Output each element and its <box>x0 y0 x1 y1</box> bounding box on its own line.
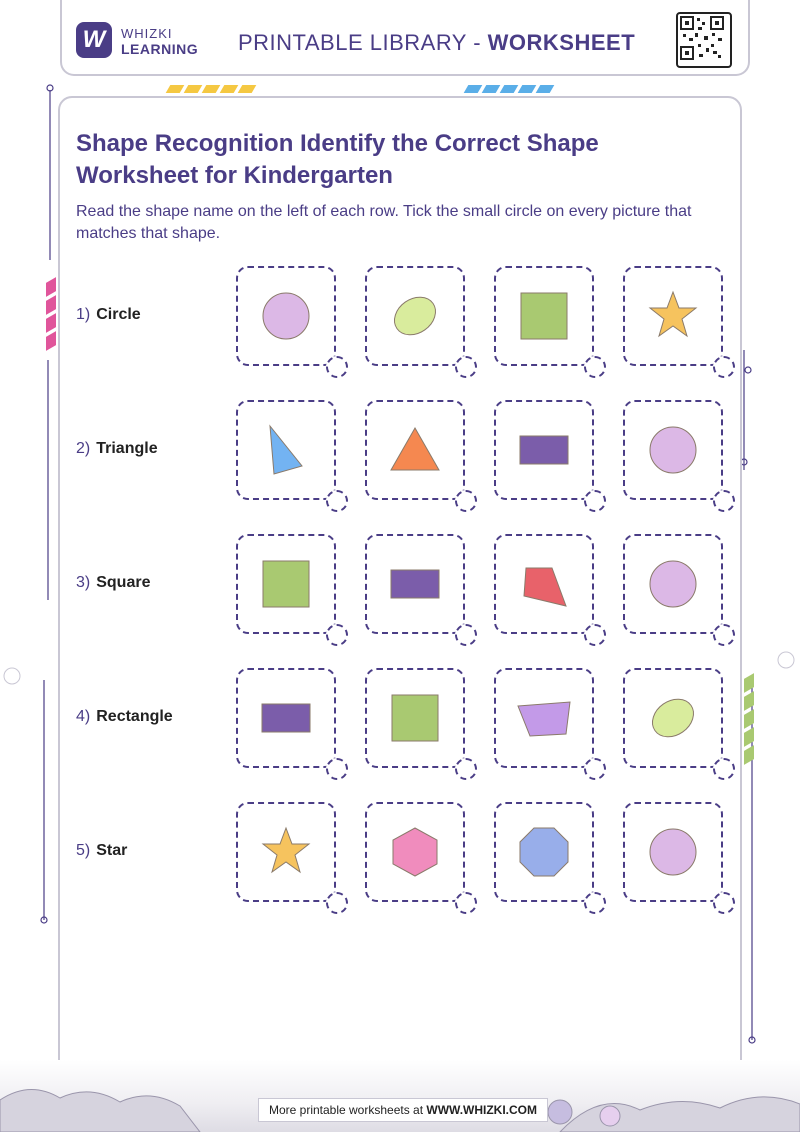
oval-icon <box>643 688 703 753</box>
hexagon-icon <box>385 822 445 887</box>
shape-option-card <box>494 400 594 500</box>
shape-option-card <box>494 668 594 768</box>
tick-circle[interactable] <box>455 892 477 914</box>
tick-circle[interactable] <box>584 892 606 914</box>
rectangle-icon <box>385 554 445 619</box>
circle-icon <box>643 822 703 887</box>
row-shape-name: Star <box>96 842 128 859</box>
tick-circle[interactable] <box>326 892 348 914</box>
library-heading: PRINTABLE LIBRARY - WORKSHEET <box>238 30 635 56</box>
pink-stripe-decoration <box>46 277 56 352</box>
row-shape-name: Square <box>96 574 151 591</box>
right-triangle-icon <box>256 420 316 485</box>
footer-prefix: More printable worksheets at <box>268 1103 427 1117</box>
shape-option-card <box>494 266 594 366</box>
shape-option-card <box>623 400 723 500</box>
tick-circle[interactable] <box>326 624 348 646</box>
shape-option-card <box>365 668 465 768</box>
shape-option-card <box>236 668 336 768</box>
shape-option-card <box>365 266 465 366</box>
qr-code-icon[interactable] <box>676 12 732 68</box>
shape-option-card <box>365 534 465 634</box>
blue-stripe-decoration <box>463 80 556 93</box>
circle-icon <box>643 554 703 619</box>
footer-site[interactable]: WWW.WHIZKI.COM <box>426 1103 538 1117</box>
tick-circle[interactable] <box>455 490 477 512</box>
star-icon <box>256 822 316 887</box>
tick-circle[interactable] <box>326 758 348 780</box>
worksheet-title: Shape Recognition Identify the Correct S… <box>76 130 599 189</box>
tick-circle[interactable] <box>326 490 348 512</box>
row-label: 4) Rectangle <box>76 708 173 726</box>
tick-circle[interactable] <box>713 624 735 646</box>
tick-circle[interactable] <box>584 758 606 780</box>
header-banner <box>60 0 750 76</box>
tick-circle[interactable] <box>713 490 735 512</box>
row-number: 3) <box>76 574 91 591</box>
shape-option-card <box>623 266 723 366</box>
row-shape-name: Triangle <box>96 440 158 457</box>
shape-option-card <box>623 534 723 634</box>
rectangle-icon <box>256 688 316 753</box>
shape-option-card <box>365 400 465 500</box>
tick-circle[interactable] <box>455 758 477 780</box>
square-icon <box>385 688 445 753</box>
quadrilateral-icon <box>514 554 574 619</box>
row-label: 1) Circle <box>76 306 141 324</box>
library-prefix: PRINTABLE LIBRARY - <box>238 30 488 55</box>
shape-option-card <box>365 802 465 902</box>
square-icon <box>256 554 316 619</box>
shape-option-card <box>236 534 336 634</box>
tick-circle[interactable] <box>713 758 735 780</box>
whizki-logo: W <box>76 22 112 58</box>
tick-circle[interactable] <box>326 356 348 378</box>
row-shape-name: Rectangle <box>96 708 173 725</box>
tick-circle[interactable] <box>584 624 606 646</box>
circle-icon <box>643 420 703 485</box>
tick-circle[interactable] <box>713 356 735 378</box>
shape-option-card <box>236 266 336 366</box>
row-shape-name: Circle <box>96 306 141 323</box>
shape-option-card <box>236 802 336 902</box>
shape-option-card <box>623 802 723 902</box>
circle-icon <box>256 286 316 351</box>
shape-option-card <box>236 400 336 500</box>
tick-circle[interactable] <box>584 490 606 512</box>
tick-circle[interactable] <box>455 624 477 646</box>
green-stripe-decoration <box>744 673 754 766</box>
rectangle-icon <box>514 420 574 485</box>
tick-circle[interactable] <box>455 356 477 378</box>
square-icon <box>514 286 574 351</box>
row-number: 4) <box>76 708 91 725</box>
shape-option-card <box>494 802 594 902</box>
row-number: 5) <box>76 842 91 859</box>
brand-subtitle: LEARNING <box>121 41 199 57</box>
tick-circle[interactable] <box>584 356 606 378</box>
tick-circle[interactable] <box>713 892 735 914</box>
row-label: 5) Star <box>76 842 127 860</box>
row-label: 2) Triangle <box>76 440 158 458</box>
oval-icon <box>385 286 445 351</box>
row-number: 1) <box>76 306 91 323</box>
library-worksheet-label: WORKSHEET <box>487 30 636 55</box>
trapezoid-icon <box>514 688 574 753</box>
shape-option-card <box>494 534 594 634</box>
brand-name: WHIZKI <box>121 26 173 41</box>
triangle-icon <box>385 420 445 485</box>
star-icon <box>643 286 703 351</box>
yellow-stripe-decoration <box>165 80 258 93</box>
row-label: 3) Square <box>76 574 150 592</box>
row-number: 2) <box>76 440 91 457</box>
worksheet-instructions: Read the shape name on the left of each … <box>76 203 692 242</box>
octagon-icon <box>514 822 574 887</box>
shape-option-card <box>623 668 723 768</box>
footer-link[interactable]: More printable worksheets at WWW.WHIZKI.… <box>258 1098 548 1122</box>
